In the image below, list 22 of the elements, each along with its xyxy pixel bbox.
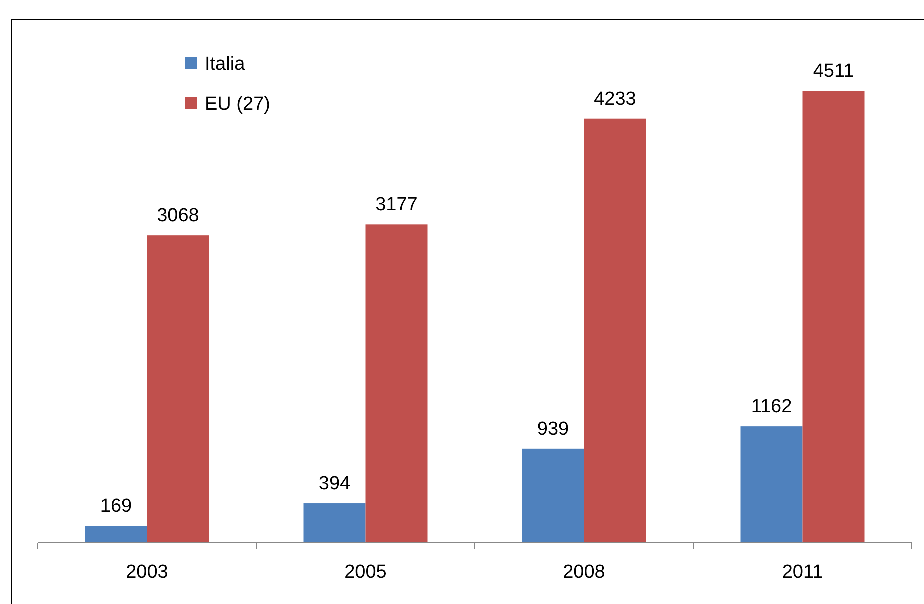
- x-tick-label: 2003: [126, 562, 168, 583]
- legend-label: EU (27): [205, 94, 270, 115]
- data-label: 4511: [813, 61, 854, 82]
- bar: [304, 504, 366, 543]
- bar: [85, 526, 148, 543]
- x-tick-label: 2008: [563, 562, 606, 583]
- bar: [740, 426, 803, 543]
- bar: [584, 118, 646, 543]
- data-label: 1162: [751, 396, 792, 418]
- data-label: 394: [318, 474, 352, 495]
- bar: [802, 91, 865, 543]
- bar: [147, 236, 210, 543]
- legend-label: Italia: [205, 54, 246, 75]
- x-tick-label: 2005: [344, 562, 387, 583]
- bar: [366, 224, 428, 543]
- x-tick-label: 2011: [782, 562, 824, 583]
- data-label: 939: [537, 418, 570, 440]
- data-label: 3068: [157, 206, 200, 227]
- bar: [522, 448, 584, 543]
- data-label: 3177: [376, 194, 418, 216]
- data-label: 169: [100, 496, 132, 518]
- data-label: 4233: [594, 88, 636, 110]
